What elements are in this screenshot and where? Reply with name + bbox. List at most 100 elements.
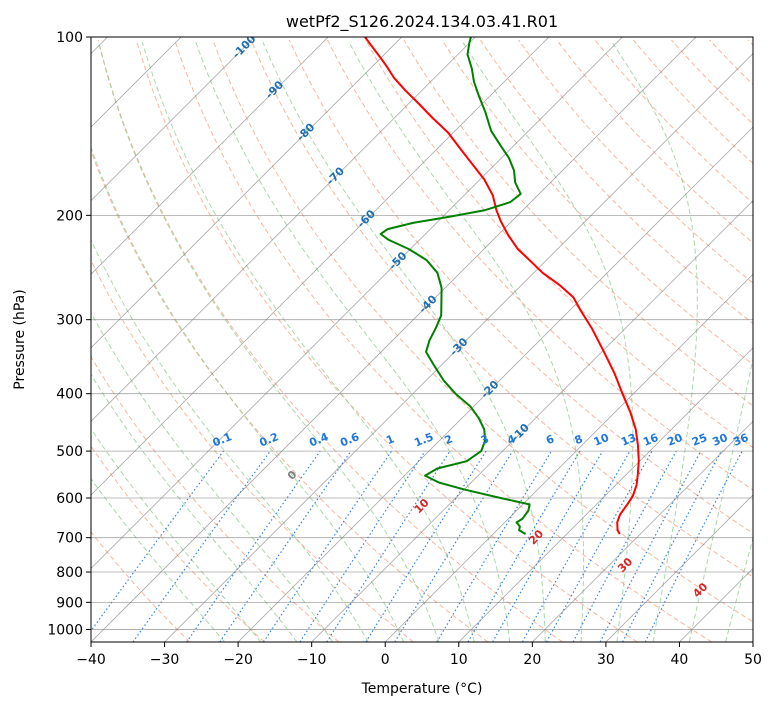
moist-adiabat-label: 20 (526, 527, 546, 547)
profile-lines (364, 37, 640, 535)
x-tick-label: −30 (150, 652, 180, 668)
mixing-ratio-label: 0.6 (338, 430, 361, 449)
dry-adiabat (747, 39, 753, 47)
isotherm-line (237, 126, 753, 642)
dry-adiabat (135, 39, 638, 642)
dry-adiabat (288, 39, 753, 534)
isotherm-label: -30 (447, 335, 470, 358)
y-tick-label: 1000 (47, 622, 83, 638)
moist-adiabat (91, 427, 262, 642)
mixing-ratio-label: 36 (731, 431, 750, 449)
y-tick-label: 700 (56, 531, 83, 547)
moist-adiabat (688, 356, 753, 642)
isotherm-line (91, 37, 329, 275)
mixing-ratio-line (572, 450, 677, 642)
x-tick-label: 40 (671, 652, 689, 668)
isotherm-line (458, 347, 753, 642)
mixing-ratio-label: 13 (619, 431, 638, 449)
mixing-ratio-line (299, 450, 426, 642)
mixing-ratio-label: 10 (592, 431, 611, 449)
mixing-ratio-line (644, 450, 743, 642)
mixing-ratio-label: 3 (479, 432, 491, 447)
moist-adiabat (195, 41, 511, 642)
dry-adiabat (441, 39, 753, 365)
dry-adiabat (250, 39, 753, 578)
dry-adiabat (479, 39, 753, 325)
y-tick-label: 800 (56, 565, 83, 581)
x-tick-label: −20 (223, 652, 253, 668)
isotherm-label: -40 (416, 292, 439, 315)
mixing-ratio-label: 20 (665, 431, 684, 449)
isotherm-line (91, 37, 623, 570)
mixing-ratio-label: 1 (384, 432, 396, 447)
dry-adiabat (91, 445, 265, 642)
moist-adiabat (91, 238, 369, 642)
dry-adiabat (365, 39, 753, 449)
isotherm-line (679, 567, 753, 642)
mixing-ratio-label: 0.1 (211, 430, 234, 449)
x-tick-label: −10 (297, 652, 327, 668)
isotherm-line (91, 37, 255, 202)
dry-adiabat (518, 39, 753, 284)
dry-adiabat (556, 39, 753, 244)
dry-adiabat (212, 39, 753, 623)
mixing-ratio-line (186, 450, 321, 642)
isotherm-line (384, 273, 753, 642)
mixing-ratio-line (91, 450, 224, 632)
mixing-ratio-label: 0.4 (307, 430, 330, 449)
plot-frame (90, 36, 754, 643)
dry-adiabat (709, 39, 753, 86)
isotherm-line (311, 200, 753, 642)
y-tick-label: 600 (56, 491, 83, 507)
dry-adiabat (91, 259, 414, 642)
moist-adiabat (98, 41, 440, 642)
moist-adiabat (462, 41, 634, 642)
dry-adiabat (594, 39, 753, 204)
y-tick-label: 100 (56, 30, 83, 46)
isotherm-line (164, 52, 753, 642)
dewpoint-profile-line (379, 37, 531, 535)
mixing-ratio-line (132, 450, 271, 642)
moist-adiabat (141, 41, 475, 642)
dry-adiabat (91, 149, 489, 642)
mixing-ratio-line (219, 450, 352, 642)
mixing-ratio-label: 16 (641, 431, 660, 449)
isotherm-line (91, 37, 697, 642)
moist-adiabat (262, 41, 546, 642)
moist-adiabat (725, 536, 753, 642)
mixing-ratio-label: 6 (544, 432, 556, 447)
dry-adiabat (403, 39, 753, 407)
moist-adiabat (611, 41, 698, 642)
dry-adiabat (174, 39, 713, 642)
dry-adiabat (91, 355, 340, 642)
mixing-ratio-label: 1.5 (412, 430, 435, 449)
mixing-ratio-line (546, 450, 653, 642)
isotherm-label: -90 (263, 78, 286, 101)
moist-adiabat (91, 477, 225, 642)
moist-adiabat (91, 373, 298, 642)
moist-adiabat (348, 41, 585, 642)
x-tick-label: 20 (523, 652, 541, 668)
x-tick-label: −40 (76, 652, 106, 668)
chart-title: wetPf2_S126.2024.134.03.41.R01 (286, 12, 558, 32)
mixing-ratio-label: 25 (690, 431, 709, 449)
isotherm-line (91, 37, 550, 496)
axis-ticks: −40 −30 −20 −10 0 10 20 30 40 5010020030040050060… (47, 30, 762, 668)
x-tick-label: 50 (744, 652, 762, 668)
x-tick-label: 30 (597, 652, 615, 668)
y-tick-label: 300 (56, 313, 83, 329)
y-tick-label: 400 (56, 387, 83, 403)
isotherm-label: -50 (386, 249, 409, 272)
isotherm-line (91, 37, 403, 349)
x-tick-label: 0 (381, 652, 390, 668)
mixing-ratio-line (599, 450, 702, 642)
mixing-ratio-line (521, 450, 631, 642)
x-tick-label: 10 (450, 652, 468, 668)
moist-adiabat (91, 146, 405, 642)
mixing-ratio-label: 0.2 (258, 430, 281, 449)
isotherm-line (532, 420, 753, 642)
isotherm-line (605, 494, 753, 642)
moist-adiabat-label: 10 (412, 496, 432, 516)
background-lines (91, 37, 753, 642)
